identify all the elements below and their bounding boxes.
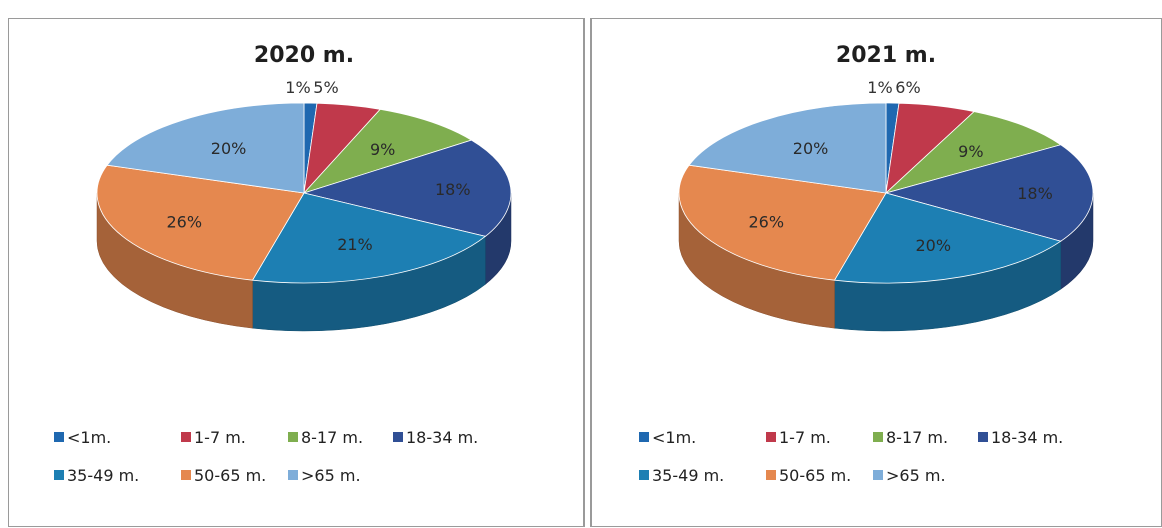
legend-label-18-34-m: 18-34 m. xyxy=(406,428,478,447)
data-label-18-34-m: 18% xyxy=(435,180,471,199)
legend-label-50-65-m: 50-65 m. xyxy=(779,466,851,485)
legend-label-35-49-m: 35-49 m. xyxy=(652,466,724,485)
data-label-1-7-m: 5% xyxy=(313,78,338,97)
chart-panel-2020: 2020 m. 1% 5% 9% 18% 21% 26% 20% <1m. 1-7 m. 8-17 … xyxy=(8,18,584,527)
pie-slice-18-34-m xyxy=(884,144,1094,242)
legend-label-65-m: >65 m. xyxy=(886,466,946,485)
pie-slices xyxy=(678,102,1094,284)
chart-panel-2021: 2021 m. 1% 6% 9% 18% 20% 26% 20% <1m. 1-7 m. 8-17 … xyxy=(591,18,1162,527)
legend-swatch-1-7-m xyxy=(766,432,776,442)
legend-swatch-50-65-m xyxy=(181,470,191,480)
pie-slice-50-65-m xyxy=(96,164,305,281)
legend-label-50-65-m: 50-65 m. xyxy=(194,466,266,485)
legend-label-18-34-m: 18-34 m. xyxy=(991,428,1063,447)
pie-slice-35-49-m xyxy=(833,192,1062,284)
chart-title: 2020 m. xyxy=(254,43,354,68)
data-label-1m: 1% xyxy=(285,78,310,97)
legend-swatch-8-17-m xyxy=(873,432,883,442)
legend-swatch-65-m xyxy=(288,470,298,480)
pie-slice-35-49-m xyxy=(251,192,487,284)
data-label-35-49-m: 20% xyxy=(915,236,951,255)
legend-swatch-50-65-m xyxy=(766,470,776,480)
legend-label-35-49-m: 35-49 m. xyxy=(67,466,139,485)
data-label-18-34-m: 18% xyxy=(1017,184,1053,203)
legend-swatch-1-7-m xyxy=(181,432,191,442)
pie-slices xyxy=(96,102,512,284)
data-label-1m: 1% xyxy=(867,78,892,97)
legend-swatch-1m xyxy=(54,432,64,442)
legend-label-1-7-m: 1-7 m. xyxy=(194,428,246,447)
legend-swatch-18-34-m xyxy=(393,432,403,442)
legend-label-65-m: >65 m. xyxy=(301,466,361,485)
legend-swatch-18-34-m xyxy=(978,432,988,442)
pie-slice-50-65-m xyxy=(678,164,887,281)
legend-label-8-17-m: 8-17 m. xyxy=(301,428,363,447)
pie-slice-8-17-m xyxy=(885,111,1062,194)
pie-slice-8-17-m xyxy=(302,108,473,194)
panel-divider xyxy=(584,18,591,527)
legend-swatch-35-49-m xyxy=(54,470,64,480)
chart-title: 2021 m. xyxy=(836,43,936,68)
legend-label-1-7-m: 1-7 m. xyxy=(779,428,831,447)
legend-swatch-1m xyxy=(639,432,649,442)
data-label-35-49-m: 21% xyxy=(337,235,373,254)
pie-slice-18-34-m xyxy=(302,139,512,237)
legend-swatch-35-49-m xyxy=(639,470,649,480)
legend-label-1m: <1m. xyxy=(67,428,111,447)
pie-slice-65-m xyxy=(688,102,887,194)
legend: <1m. 1-7 m. 8-17 m. 18-34 m. 35-49 m. 50-65 m… xyxy=(639,428,1063,485)
legend-swatch-8-17-m xyxy=(288,432,298,442)
pie-chart-2020: 2020 m. 1% 5% 9% 18% 21% 26% 20% <1m. 1-7 m. 8-17 … xyxy=(54,43,512,485)
legend: <1m. 1-7 m. 8-17 m. 18-34 m. 35-49 m. 50-65 m… xyxy=(54,428,478,485)
pie-chart-2021: 2021 m. 1% 6% 9% 18% 20% 26% 20% <1m. 1-7 m. 8-17 … xyxy=(639,43,1094,485)
data-label-65-m: 20% xyxy=(211,139,247,158)
legend-swatch-65-m xyxy=(873,470,883,480)
data-label-65-m: 20% xyxy=(793,139,829,158)
legend-label-1m: <1m. xyxy=(652,428,696,447)
data-label-8-17-m: 9% xyxy=(958,142,983,161)
data-label-1-7-m: 6% xyxy=(895,78,920,97)
pie-slice-65-m xyxy=(106,102,305,194)
data-label-50-65-m: 26% xyxy=(748,213,784,232)
data-label-8-17-m: 9% xyxy=(370,140,395,159)
legend-label-8-17-m: 8-17 m. xyxy=(886,428,948,447)
data-label-50-65-m: 26% xyxy=(166,213,202,232)
